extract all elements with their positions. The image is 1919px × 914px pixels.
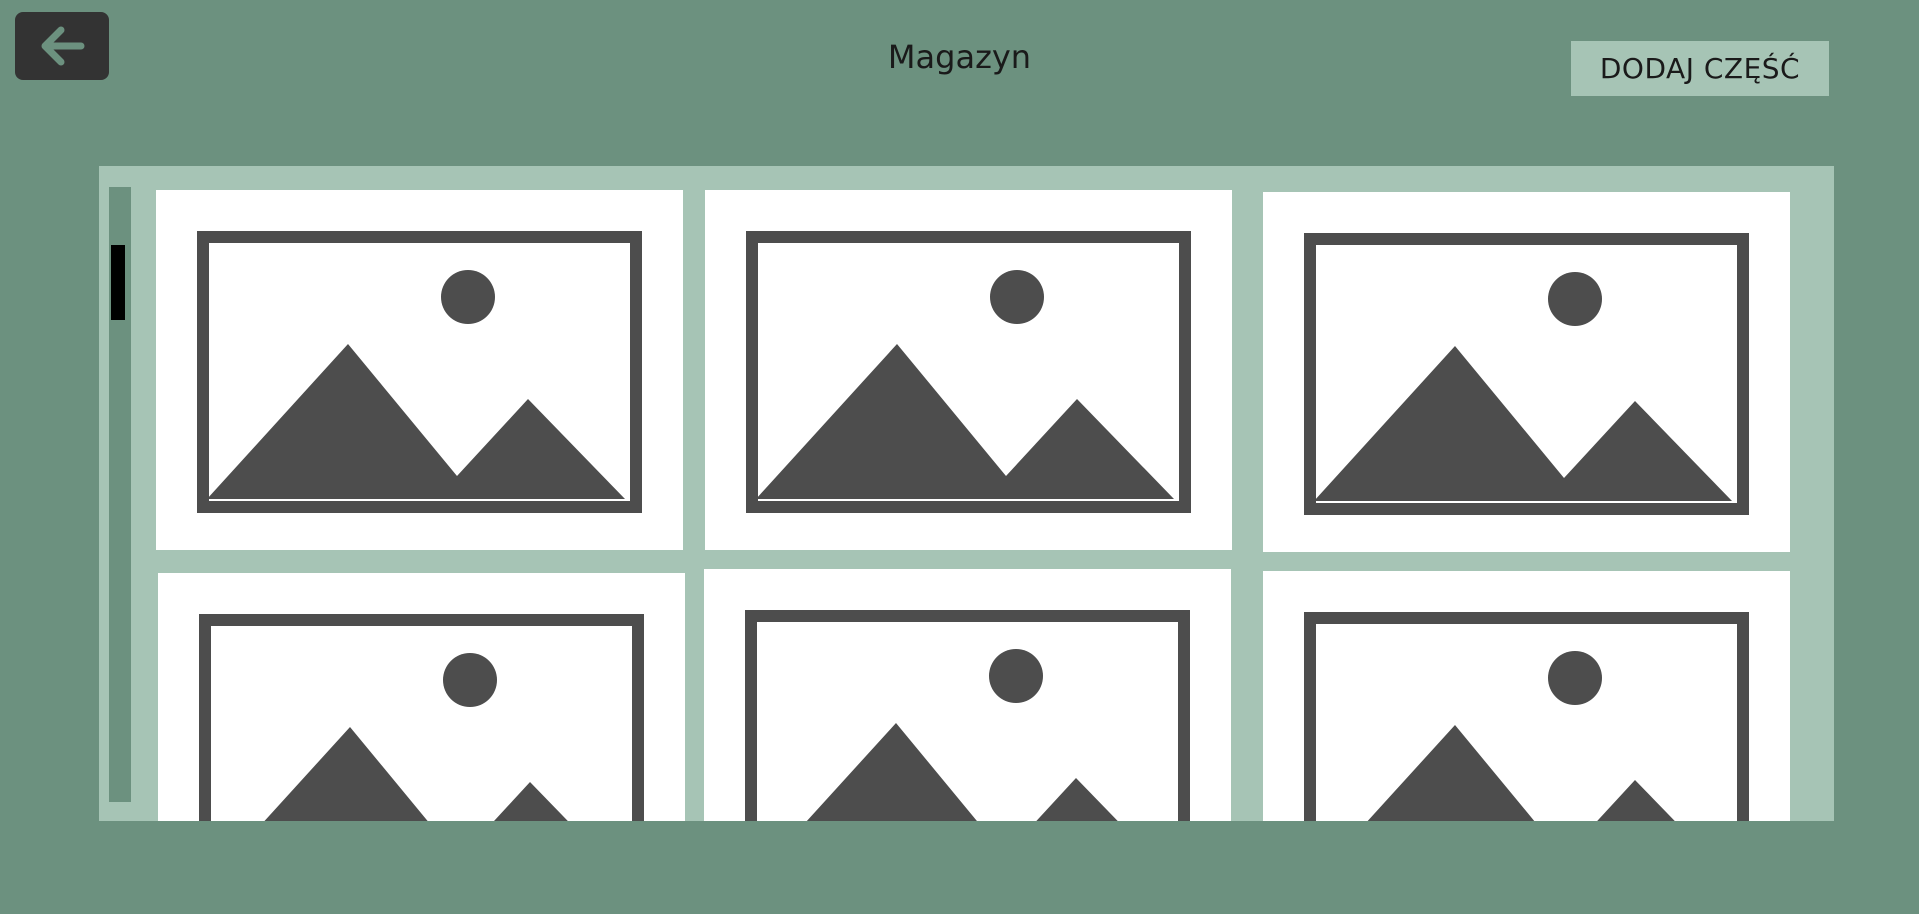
part-card[interactable] bbox=[1263, 571, 1790, 821]
scrollbar[interactable] bbox=[109, 187, 131, 802]
part-card[interactable] bbox=[156, 190, 683, 550]
image-placeholder-icon bbox=[746, 231, 1191, 513]
back-button[interactable] bbox=[15, 12, 109, 80]
image-placeholder-icon bbox=[745, 610, 1190, 821]
add-part-button[interactable]: DODAJ CZĘŚĆ bbox=[1571, 41, 1829, 96]
page-title-wrapper: Magazyn bbox=[0, 38, 1919, 76]
part-card[interactable] bbox=[704, 569, 1231, 821]
image-placeholder-icon bbox=[197, 231, 642, 513]
parts-grid-panel bbox=[99, 166, 1834, 821]
image-placeholder-icon bbox=[1304, 233, 1749, 515]
part-card[interactable] bbox=[158, 573, 685, 821]
part-card[interactable] bbox=[1263, 192, 1790, 552]
arrow-left-icon bbox=[41, 26, 85, 66]
scrollbar-thumb[interactable] bbox=[111, 245, 125, 320]
page-title: Magazyn bbox=[887, 38, 1032, 76]
image-placeholder-icon bbox=[199, 614, 644, 821]
part-card[interactable] bbox=[705, 190, 1232, 550]
image-placeholder-icon bbox=[1304, 612, 1749, 821]
